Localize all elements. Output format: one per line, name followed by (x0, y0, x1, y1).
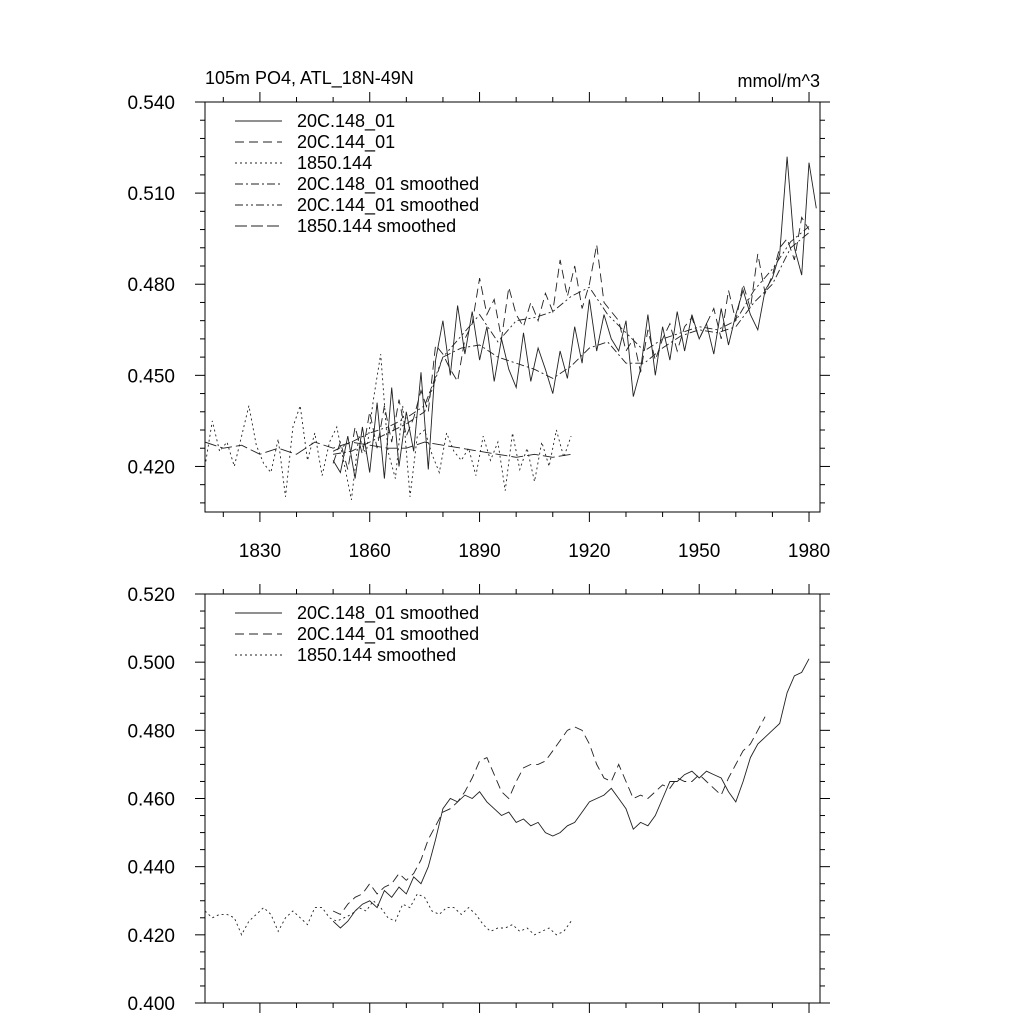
x-tick-label: 1860 (349, 541, 391, 562)
x-tick-label: 1920 (568, 541, 610, 562)
y-tick-label: 0.520 (127, 585, 175, 606)
plot-frame (204, 101, 821, 513)
series-line-20c-148-01-smoothed (332, 658, 810, 929)
y-tick-label: 0.540 (127, 93, 175, 114)
y-tick-label: 0.480 (127, 721, 175, 742)
legend-label: 20C.148_01 smoothed (297, 603, 479, 624)
legend-label: 1850.144 (297, 153, 372, 173)
y-tick-label: 0.440 (127, 858, 175, 879)
y-tick-label: 0.460 (127, 790, 175, 811)
chart-title: 105m PO4, ATL_18N-49N (205, 68, 414, 89)
series-line-20c-144-01-smoothed (332, 716, 766, 915)
series-line-20c-148-01-smoothed (333, 232, 810, 455)
series-line-20c-144-01 (332, 216, 810, 470)
y-tick-label: 0.420 (127, 457, 175, 478)
x-tick-label: 1890 (458, 541, 500, 562)
legend-label: 20C.144_01 smoothed (297, 195, 479, 216)
bottom-panel: 0.400 0.420 0.440 0.460 0.480 0.500 0.520 20C.1… (127, 584, 830, 1015)
y-tick-label: 0.500 (127, 653, 175, 674)
legend-label: 20C.144_01 (297, 132, 395, 153)
units-label: mmol/m^3 (738, 71, 820, 91)
legend-label: 1850.144 smoothed (297, 645, 456, 665)
legend-label: 20C.144_01 smoothed (297, 624, 479, 645)
legend-label: 1850.144 smoothed (297, 216, 456, 236)
top-panel: 1830 1860 1890 1920 1950 1980 0.420 0.450 0.480 0… (127, 68, 830, 562)
y-tick-label: 0.510 (127, 184, 175, 205)
series-line-1850-144 (205, 354, 572, 500)
y-tick-label: 0.480 (127, 275, 175, 296)
series-line-20c-144-01-smoothed (332, 226, 810, 452)
x-tick-label: 1980 (788, 541, 830, 562)
x-tick-label: 1950 (678, 541, 720, 562)
y-tick-label: 0.450 (127, 366, 175, 387)
series-line-1850-144-smoothed (205, 441, 572, 458)
y-tick-label: 0.400 (127, 994, 175, 1015)
legend-label: 20C.148_01 smoothed (297, 174, 479, 195)
series-line-20c-148-01 (332, 156, 817, 479)
legend-label: 20C.148_01 (297, 111, 395, 132)
series-line-1850-144-smoothed (205, 893, 572, 936)
y-tick-label: 0.420 (127, 926, 175, 947)
x-tick-label: 1830 (239, 541, 281, 562)
